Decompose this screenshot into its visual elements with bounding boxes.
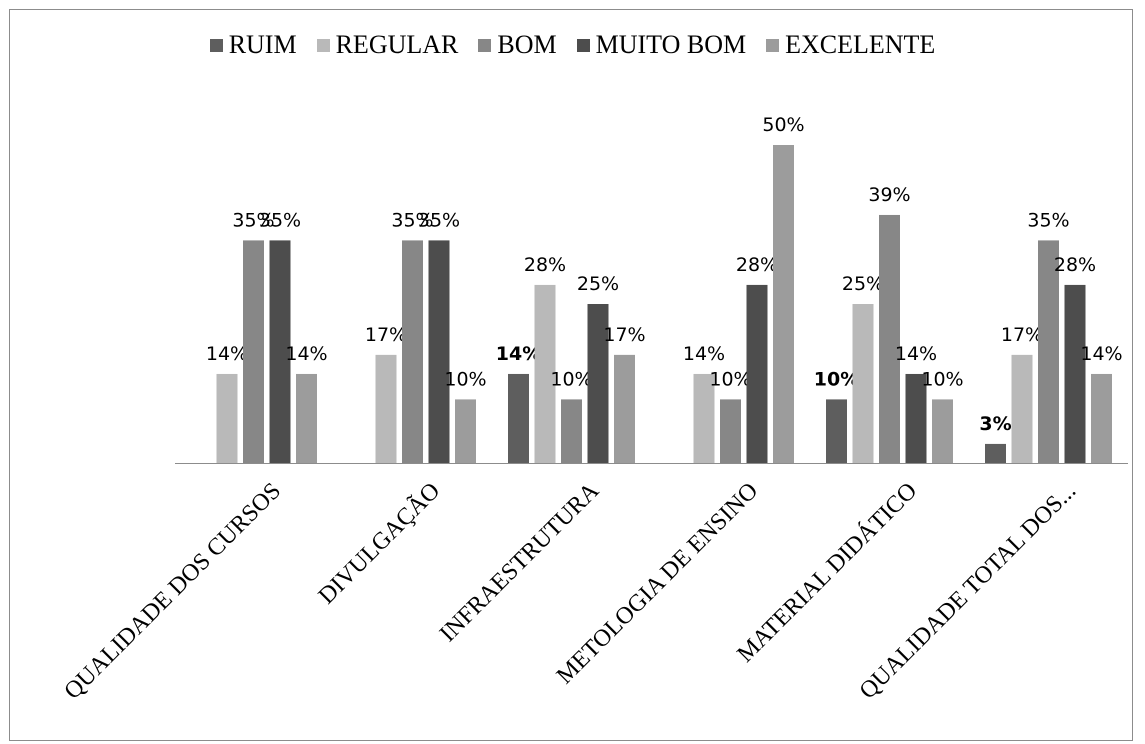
bar-muito-bom: [587, 304, 609, 463]
data-label: 10%: [550, 368, 592, 390]
x-tick-label: INFRAESTRUTURA: [435, 477, 605, 647]
chart-frame: [9, 9, 1133, 741]
data-label: 14%: [683, 343, 725, 365]
data-label: 39%: [868, 184, 910, 206]
bar-excelente: [932, 399, 953, 463]
legend-swatch: [316, 38, 330, 52]
bar-muito-bom: [746, 284, 768, 463]
bar-excelente: [773, 145, 794, 463]
x-tick-label: MATERIAL DIDÁTICO: [732, 478, 922, 668]
legend-label: REGULAR: [335, 30, 459, 59]
legend-swatch: [478, 38, 492, 52]
data-label: 17%: [603, 324, 645, 346]
bar-muito-bom: [269, 240, 291, 463]
legend-label: BOM: [497, 30, 557, 59]
data-label: 35%: [232, 209, 274, 231]
data-label: 25%: [842, 273, 884, 295]
data-label: 28%: [736, 254, 778, 276]
data-label: 17%: [365, 324, 407, 346]
data-label: 35%: [1027, 209, 1069, 231]
legend-item-3: MUITO BOM: [576, 30, 747, 60]
legend-item-0: RUIM: [209, 30, 297, 60]
data-label: 28%: [524, 254, 566, 276]
bar-regular: [852, 304, 874, 463]
x-tick-label: QUALIDADE DOS CURSOS: [59, 478, 286, 705]
bar-excelente: [614, 354, 635, 463]
bar-regular: [216, 373, 238, 463]
bar-regular: [375, 354, 397, 463]
legend-label: MUITO BOM: [595, 30, 747, 59]
bar-excelente: [296, 373, 317, 463]
data-label: 14%: [496, 343, 541, 365]
data-label: 35%: [391, 209, 433, 231]
data-label: 10%: [921, 368, 963, 390]
legend-item-2: BOM: [478, 30, 557, 60]
legend-swatch: [576, 38, 590, 52]
bar-regular: [534, 284, 556, 463]
bar-ruim: [508, 373, 529, 463]
legend: RUIM REGULAR BOM MUITO BOM EXCELENTE: [0, 30, 1145, 60]
bar-regular: [1011, 354, 1033, 463]
bar-regular: [693, 373, 715, 463]
data-label: 17%: [1001, 324, 1043, 346]
data-label: 35%: [259, 209, 301, 231]
data-label: 10%: [814, 368, 859, 390]
legend-label: EXCELENTE: [785, 30, 936, 59]
data-label: 50%: [762, 114, 804, 136]
bar-muito-bom: [1064, 284, 1086, 463]
bar-bom: [879, 214, 900, 463]
legend-item-4: EXCELENTE: [766, 30, 935, 60]
data-label: 14%: [1080, 343, 1122, 365]
bar-muito-bom: [428, 240, 450, 463]
data-label: 14%: [285, 343, 327, 365]
data-label: 28%: [1054, 254, 1096, 276]
data-label: 14%: [895, 343, 937, 365]
data-label: 10%: [709, 368, 751, 390]
legend-label: RUIM: [228, 30, 297, 59]
legend-swatch: [209, 38, 223, 52]
bar-bom: [243, 240, 264, 463]
data-label: 25%: [577, 273, 619, 295]
x-tick-label: DIVULGAÇÃO: [314, 478, 446, 610]
bar-bom: [402, 240, 423, 463]
bar-bom: [1038, 240, 1059, 463]
bar-muito-bom: [905, 373, 927, 463]
bar-excelente: [455, 399, 476, 463]
bar-bom: [720, 399, 741, 463]
bar-ruim: [985, 443, 1006, 463]
data-label: 3%: [979, 413, 1011, 435]
data-label: 14%: [206, 343, 248, 365]
bar-ruim: [826, 399, 847, 463]
legend-swatch: [766, 38, 780, 52]
data-label: 35%: [418, 209, 460, 231]
legend-item-1: REGULAR: [316, 30, 459, 60]
bar-bom: [561, 399, 582, 463]
bar-excelente: [1091, 373, 1112, 463]
data-label: 10%: [444, 368, 486, 390]
